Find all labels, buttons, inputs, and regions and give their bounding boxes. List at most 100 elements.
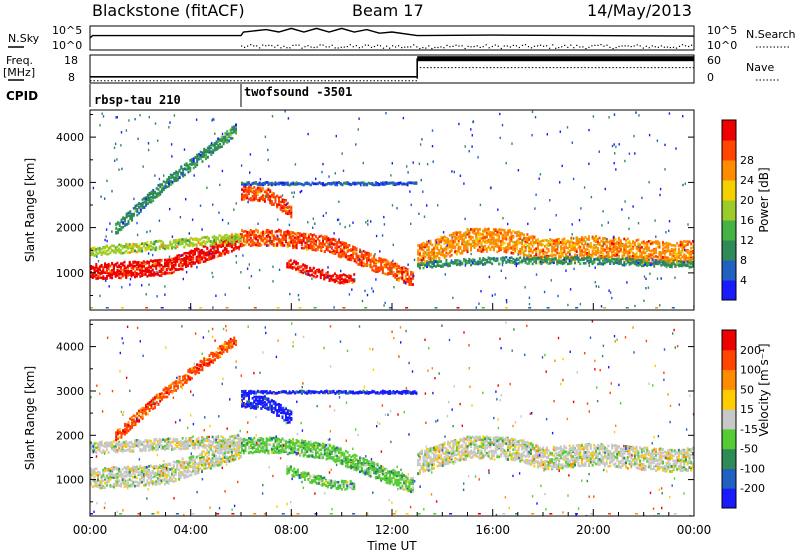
scatter-point <box>329 241 332 245</box>
scatter-point <box>90 253 92 257</box>
scatter-point <box>148 261 151 264</box>
scatter-point <box>199 257 202 261</box>
scatter-point <box>162 265 165 269</box>
scatter-point <box>646 243 649 246</box>
scatter-point <box>563 261 566 265</box>
scatter-point <box>589 254 592 258</box>
scatter-point <box>327 239 330 242</box>
scatter-point <box>119 265 122 269</box>
scatter-point <box>667 257 670 260</box>
noise-search-point <box>612 48 614 50</box>
scatter-point <box>307 244 310 247</box>
noise-panel: N.Sky 10^5 10^0 10^5 10^0 N.Search <box>8 24 796 52</box>
scatter-point <box>380 261 383 265</box>
scatter-point <box>153 271 156 274</box>
scatter-point <box>519 250 522 254</box>
scatter-point <box>167 261 170 265</box>
scatter-point <box>653 252 656 255</box>
scatter-point <box>658 260 661 263</box>
scatter-point <box>637 258 640 262</box>
scatter-point <box>148 200 151 204</box>
scatter-point <box>150 198 153 202</box>
scatter-point <box>230 233 233 236</box>
scatter-point <box>144 269 147 273</box>
scatter-point <box>436 251 439 255</box>
scatter-point <box>128 262 131 266</box>
scatter-point <box>588 236 590 240</box>
scatter-point <box>186 260 189 263</box>
scatter-point <box>482 245 485 249</box>
scatter-point <box>692 244 694 248</box>
scatter-point <box>672 243 675 247</box>
scatter-point <box>134 249 136 253</box>
scatter-point <box>111 261 114 265</box>
scatter-point <box>316 270 319 273</box>
scatter-point <box>364 253 367 257</box>
scatter-point <box>418 266 421 270</box>
scatter-point <box>127 222 130 225</box>
scatter-point <box>343 247 346 251</box>
scatter-point <box>311 234 314 237</box>
scatter-point <box>566 240 569 244</box>
scatter-point <box>202 251 205 255</box>
scatter-point <box>373 269 376 273</box>
scatter-point <box>316 245 319 249</box>
scatter-point <box>498 262 501 266</box>
scatter-point <box>591 260 594 263</box>
scatter-point <box>174 243 177 247</box>
scatter-point <box>311 240 314 244</box>
scatter-point <box>662 258 664 261</box>
scatter-point <box>267 195 270 199</box>
scatter-point <box>186 239 189 242</box>
scatter-point <box>632 245 635 249</box>
scatter-point <box>293 243 296 247</box>
scatter-point <box>609 261 612 264</box>
scatter-point <box>95 265 98 269</box>
scatter-point <box>306 246 309 250</box>
scatter-point <box>340 280 343 284</box>
noise-search-point <box>470 46 472 48</box>
scatter-point <box>463 234 465 238</box>
scatter-point <box>248 238 250 242</box>
scatter-point <box>322 237 324 241</box>
scatter-point <box>91 274 94 277</box>
noise-search-point <box>419 47 421 50</box>
scatter-point <box>639 252 642 255</box>
scatter-point <box>588 238 590 241</box>
scatter-point <box>521 232 524 235</box>
scatter-point <box>651 242 654 245</box>
scatter-point <box>244 188 247 191</box>
scatter-point <box>169 268 172 271</box>
scatter-point <box>142 272 145 276</box>
scatter-point <box>234 237 237 240</box>
scatter-point <box>605 240 608 243</box>
scatter-point <box>635 259 638 263</box>
cpid-row: CPID rbsp-tau 210 twofsound -3501 <box>6 84 352 107</box>
scatter-point <box>438 242 441 246</box>
scatter-point <box>614 260 617 264</box>
scatter-point <box>457 259 460 262</box>
scatter-point <box>283 206 286 209</box>
scatter-point <box>369 258 372 262</box>
scatter-point <box>139 208 142 211</box>
scatter-point <box>646 249 649 252</box>
power-scatter <box>90 110 694 309</box>
scatter-point <box>427 260 430 264</box>
scatter-point <box>236 234 239 237</box>
scatter-point <box>471 241 474 244</box>
scatter-point <box>167 264 170 268</box>
scatter-point <box>288 265 291 269</box>
scatter-point <box>285 199 287 202</box>
scatter-point <box>192 238 195 241</box>
scatter-point <box>171 264 173 268</box>
scatter-point <box>132 247 135 250</box>
scatter-point <box>679 253 682 257</box>
scatter-point <box>293 232 296 236</box>
scatter-point <box>533 235 536 239</box>
scatter-point <box>616 249 619 253</box>
scatter-point <box>182 167 185 171</box>
scatter-point <box>468 259 471 263</box>
scatter-point <box>602 237 605 240</box>
scatter-point <box>281 237 284 240</box>
scatter-point <box>366 261 369 265</box>
